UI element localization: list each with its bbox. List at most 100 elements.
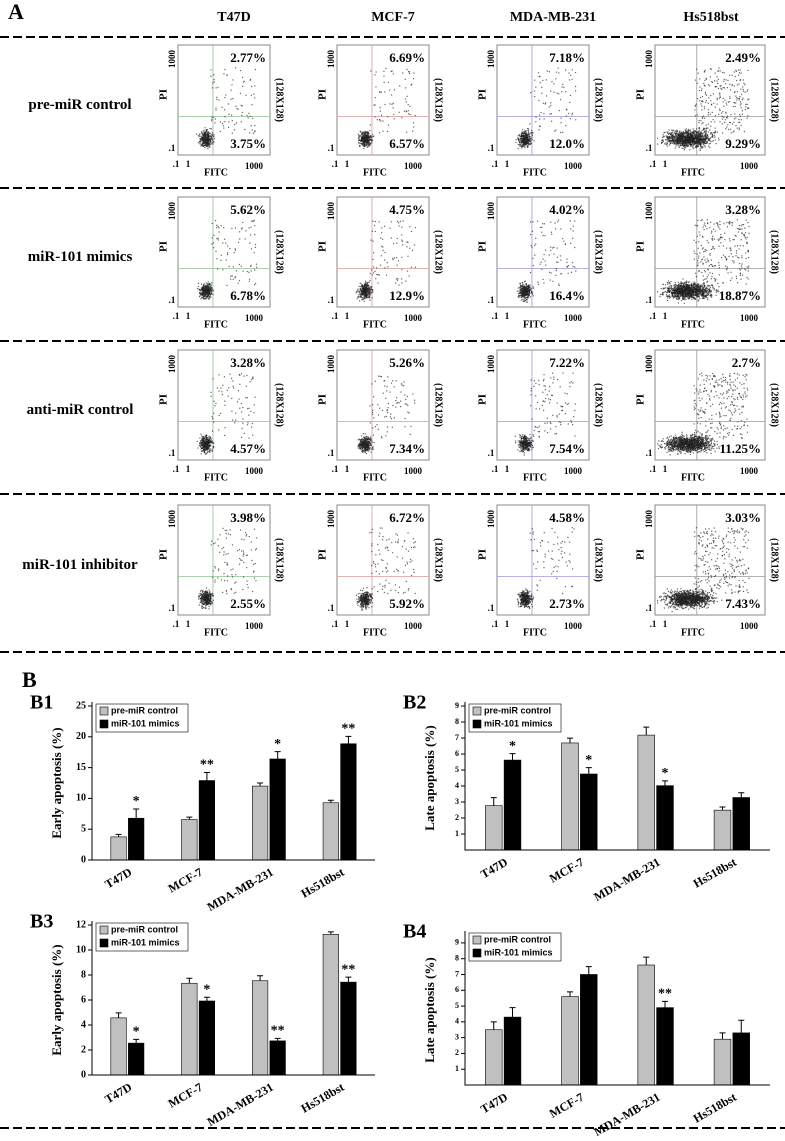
- event-dot: [680, 144, 682, 146]
- x-axis-min: .1: [173, 311, 180, 321]
- event-dot: [375, 278, 377, 280]
- event-dot: [359, 145, 361, 147]
- event-dot: [534, 95, 536, 98]
- event-dot: [368, 292, 370, 294]
- event-dot: [515, 141, 517, 144]
- event-dot: [528, 294, 530, 296]
- event-dot: [524, 294, 526, 296]
- event-dot: [401, 240, 404, 242]
- event-dot: [357, 140, 360, 142]
- event-dot: [524, 299, 526, 302]
- event-dot: [237, 108, 239, 110]
- event-dot: [517, 287, 519, 289]
- event-dot: [747, 267, 749, 269]
- event-dot: [408, 275, 410, 277]
- event-dot: [367, 136, 369, 138]
- event-dot: [702, 134, 704, 136]
- event-dot: [555, 269, 557, 272]
- event-dot: [356, 298, 358, 300]
- event-dot: [520, 291, 522, 294]
- event-dot: [212, 293, 214, 296]
- upper-percentage: 4.02%: [549, 202, 585, 217]
- event-dot: [696, 132, 699, 134]
- event-dot: [373, 224, 376, 227]
- size-label: (128X128): [274, 230, 285, 274]
- event-dot: [719, 238, 721, 240]
- event-dot: [363, 297, 365, 300]
- event-dot: [701, 117, 703, 119]
- event-dot: [526, 289, 528, 292]
- event-dot: [550, 120, 553, 122]
- event-dot: [366, 131, 369, 133]
- event-dot: [366, 291, 368, 293]
- event-dot: [692, 144, 694, 146]
- event-dot: [216, 224, 218, 226]
- event-dot: [527, 297, 529, 299]
- event-dot: [718, 139, 720, 141]
- event-dot: [685, 139, 687, 141]
- event-dot: [254, 243, 257, 246]
- event-dot: [522, 294, 524, 297]
- event-dot: [747, 99, 749, 101]
- event-dot: [687, 135, 689, 138]
- event-dot: [367, 143, 370, 145]
- event-dot: [523, 143, 525, 145]
- event-dot: [674, 136, 676, 138]
- event-dot: [697, 286, 700, 289]
- event-dot: [736, 84, 738, 86]
- x-axis-one: 1: [505, 311, 510, 321]
- event-dot: [359, 290, 361, 292]
- event-dot: [707, 136, 709, 138]
- event-dot: [694, 138, 696, 140]
- event-dot: [714, 248, 716, 250]
- event-dot: [695, 132, 698, 135]
- event-dot: [519, 284, 522, 286]
- event-dot: [719, 93, 721, 95]
- event-dot: [551, 233, 553, 235]
- event-dot: [561, 91, 563, 93]
- event-dot: [369, 292, 371, 294]
- event-dot: [210, 289, 212, 291]
- event-dot: [566, 266, 568, 268]
- event-dot: [689, 141, 692, 143]
- event-dot: [401, 226, 403, 228]
- event-dot: [694, 142, 697, 144]
- event-dot: [738, 228, 740, 230]
- event-dot: [363, 285, 366, 287]
- event-dot: [707, 280, 709, 282]
- event-dot: [670, 286, 673, 288]
- event-dot: [698, 132, 700, 134]
- event-dot: [699, 138, 701, 140]
- event-dot: [378, 221, 380, 223]
- event-dot: [676, 140, 678, 142]
- event-dot: [550, 221, 552, 223]
- event-dot: [210, 136, 212, 138]
- event-dot: [208, 284, 210, 286]
- event-dot: [523, 287, 526, 289]
- event-dot: [366, 137, 368, 139]
- event-dot: [524, 135, 526, 137]
- event-dot: [706, 276, 708, 278]
- event-dot: [682, 131, 684, 133]
- event-dot: [525, 133, 527, 135]
- event-dot: [526, 287, 529, 289]
- event-dot: [528, 144, 530, 146]
- event-dot: [666, 139, 668, 141]
- event-dot: [681, 135, 684, 137]
- event-dot: [684, 146, 686, 149]
- event-dot: [698, 127, 700, 129]
- event-dot: [684, 140, 686, 142]
- event-dot: [211, 243, 213, 245]
- event-dot: [684, 292, 686, 294]
- event-dot: [692, 147, 694, 149]
- event-dot: [527, 295, 529, 297]
- event-dot: [724, 256, 726, 259]
- event-dot: [373, 252, 375, 254]
- event-dot: [527, 139, 529, 142]
- event-dot: [543, 223, 546, 225]
- event-dot: [687, 131, 689, 133]
- upper-percentage: 2.77%: [230, 50, 266, 65]
- event-dot: [671, 139, 673, 141]
- event-dot: [680, 131, 682, 133]
- event-dot: [210, 292, 212, 294]
